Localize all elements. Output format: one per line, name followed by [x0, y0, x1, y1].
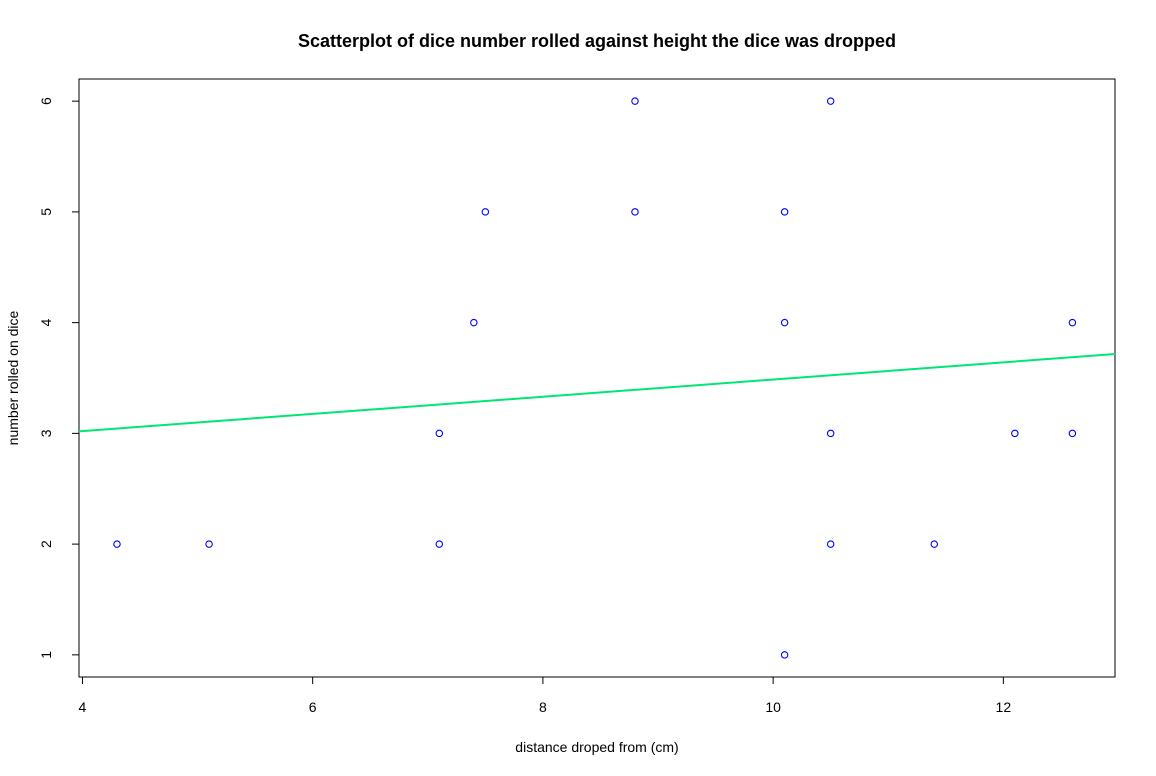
- data-point: [780, 318, 789, 327]
- data-point: [930, 540, 939, 548]
- data-point: [780, 208, 789, 216]
- data-point: [780, 651, 789, 659]
- y-tick-label: 6: [38, 97, 54, 105]
- regression-line: [78, 353, 1116, 433]
- data-point: [1068, 318, 1077, 327]
- x-tick-label: 8: [539, 699, 547, 715]
- x-tick-label: 10: [765, 699, 781, 715]
- x-tick-label: 6: [309, 699, 317, 715]
- x-tick-label: 4: [79, 699, 87, 715]
- data-point: [826, 429, 835, 438]
- y-axis-label: number rolled on dice: [5, 310, 21, 445]
- y-tick-label: 3: [38, 429, 54, 437]
- plot-area-frame: [78, 78, 1116, 678]
- data-point: [113, 540, 121, 548]
- data-point: [435, 429, 444, 438]
- y-axis: 1 2 3 4 5 6: [38, 97, 79, 659]
- data-point: [205, 540, 213, 548]
- data-point: [631, 208, 639, 216]
- x-tick-label: 12: [996, 699, 1012, 715]
- data-point: [826, 540, 835, 548]
- data-point: [1011, 429, 1019, 438]
- data-point: [481, 208, 490, 216]
- x-axis: 4 6 8 10 12: [79, 677, 1012, 715]
- data-points: [113, 97, 1077, 659]
- x-axis-label: distance droped from (cm): [515, 739, 678, 755]
- y-tick-label: 4: [38, 319, 54, 327]
- data-point: [470, 318, 478, 327]
- data-point: [435, 540, 444, 548]
- data-point: [826, 97, 835, 105]
- data-point: [1068, 429, 1077, 438]
- chart-title: Scatterplot of dice number rolled agains…: [298, 31, 896, 51]
- y-tick-label: 2: [38, 540, 54, 548]
- y-tick-label: 1: [38, 651, 54, 659]
- y-tick-label: 5: [38, 208, 54, 216]
- data-point: [631, 97, 639, 105]
